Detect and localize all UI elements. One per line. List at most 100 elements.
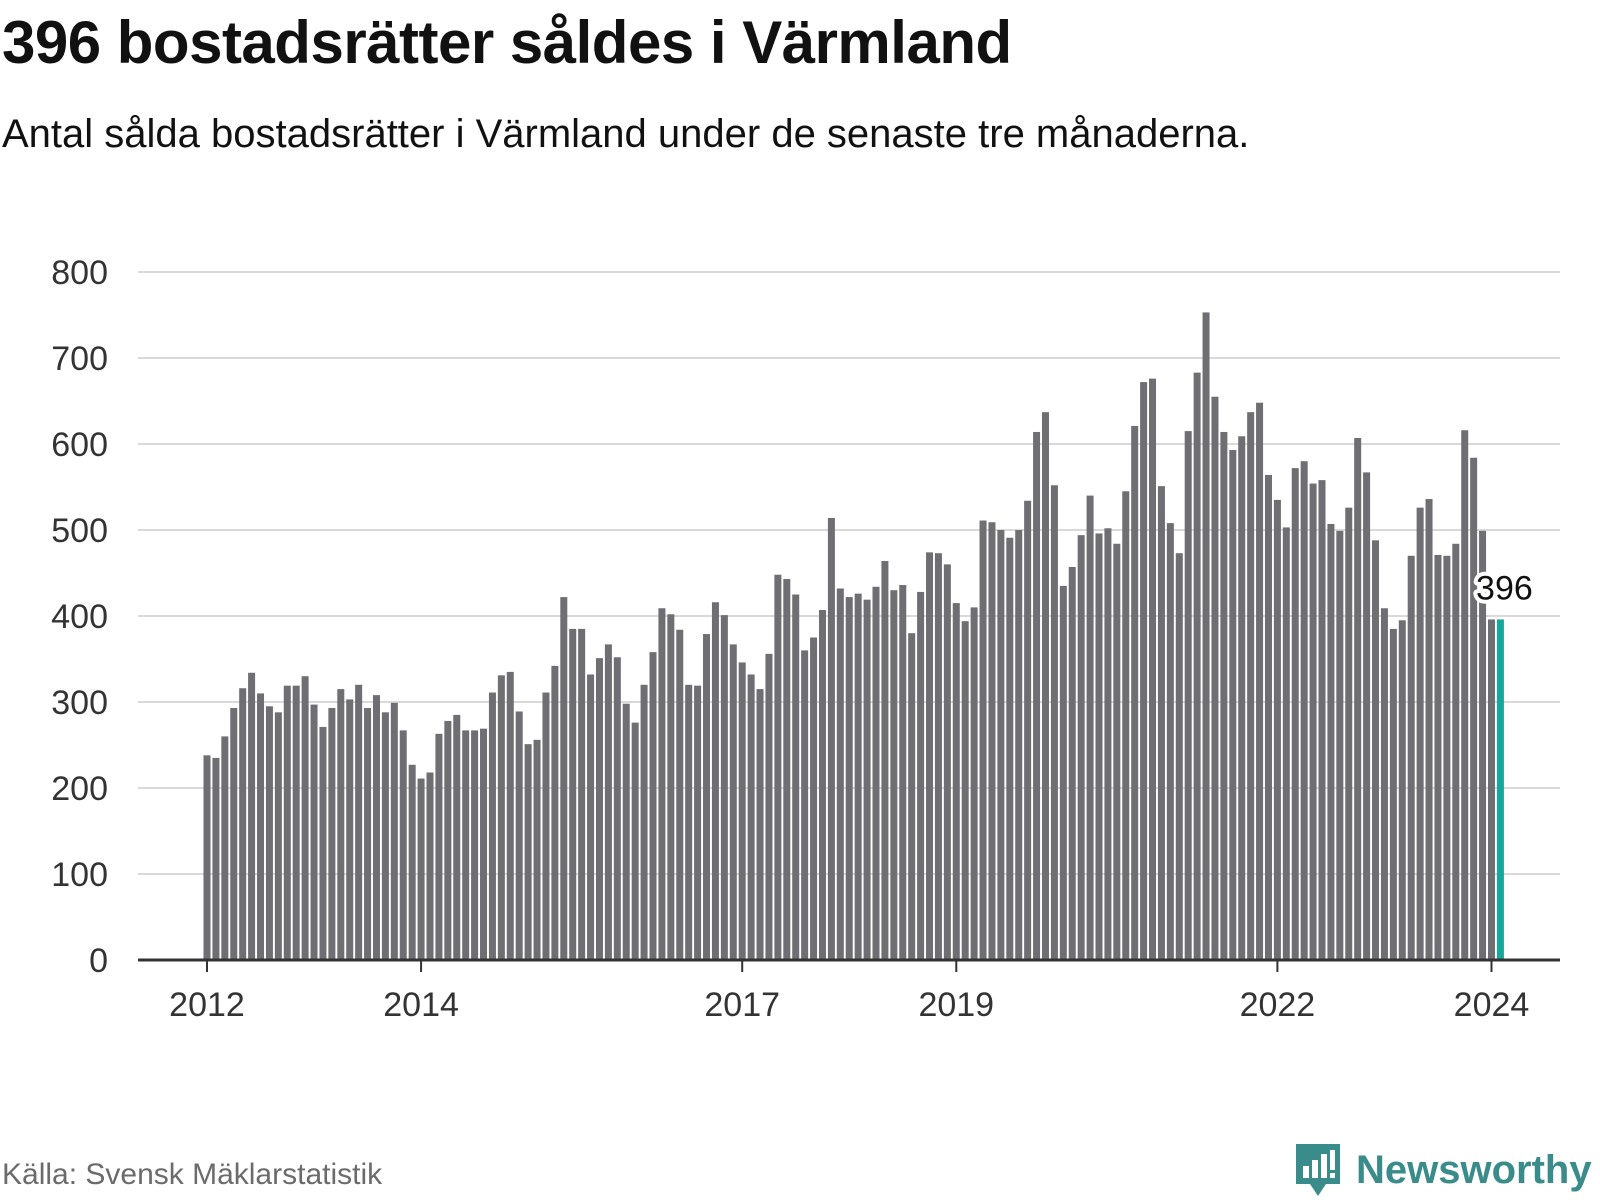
bar <box>274 712 282 960</box>
bar <box>792 594 800 960</box>
bar <box>649 652 657 960</box>
bar <box>319 726 327 960</box>
x-tick-label-2012: 2012 <box>169 986 245 1024</box>
bar <box>952 603 960 960</box>
bar <box>622 703 630 960</box>
bar <box>774 574 782 960</box>
bar <box>551 665 559 960</box>
bar <box>1113 543 1121 960</box>
bar <box>1425 499 1433 960</box>
bar <box>408 764 416 960</box>
bar <box>497 675 505 960</box>
bar <box>970 607 978 960</box>
bar <box>747 674 755 960</box>
bar <box>1398 620 1406 960</box>
bar <box>1033 431 1041 961</box>
bar <box>818 609 826 960</box>
bar <box>533 739 541 960</box>
bar <box>1131 425 1139 960</box>
bar <box>604 644 612 960</box>
bar <box>1024 500 1032 960</box>
bar <box>1256 402 1264 961</box>
bar <box>863 599 871 960</box>
y-tick-label-500: 500 <box>51 512 108 550</box>
y-axis-labels: 0 100 200 300 400 500 600 700 800 <box>51 254 108 980</box>
bar <box>694 685 702 960</box>
bar <box>212 757 220 960</box>
bar <box>1434 554 1442 960</box>
bar <box>346 699 354 960</box>
bar <box>1354 437 1362 961</box>
bar <box>1149 378 1157 960</box>
bar <box>1211 396 1219 960</box>
bar <box>462 730 470 960</box>
bar <box>997 530 1005 960</box>
x-axis: 2012 2014 2017 2019 2022 2024 <box>138 958 1560 1024</box>
bar <box>1264 474 1272 960</box>
bar <box>230 708 238 960</box>
bar <box>1443 555 1451 960</box>
bar <box>1202 312 1210 960</box>
chart-subtitle: Antal sålda bostadsrätter i Värmland und… <box>2 112 1250 156</box>
bar <box>1309 483 1317 960</box>
bar <box>1470 457 1478 960</box>
bar <box>827 517 835 960</box>
newsworthy-logo-icon <box>1296 1144 1340 1196</box>
bar <box>381 712 389 960</box>
bar <box>1327 523 1335 960</box>
bar <box>257 693 265 960</box>
bar <box>1175 553 1183 960</box>
bar <box>881 560 889 960</box>
bar <box>711 602 719 960</box>
bar <box>943 564 951 960</box>
bar <box>613 657 621 960</box>
bar <box>1122 491 1130 960</box>
bar <box>283 685 291 960</box>
bar <box>587 674 595 960</box>
bar <box>658 608 666 960</box>
bar <box>488 692 496 960</box>
bar <box>1282 527 1290 960</box>
bar <box>934 553 942 960</box>
bar <box>1479 530 1487 960</box>
bar <box>926 552 934 960</box>
bar <box>203 755 211 960</box>
bar <box>578 628 586 960</box>
bar <box>1372 540 1380 960</box>
bar <box>1247 412 1255 960</box>
bar <box>1077 535 1085 960</box>
source-note: Källa: Svensk Mäklarstatistik <box>2 1158 383 1191</box>
chart-title: 396 bostadsrätter såldes i Värmland <box>2 9 1012 76</box>
bar <box>756 689 764 960</box>
bar <box>979 520 987 960</box>
bar <box>310 704 318 960</box>
bar <box>1095 533 1103 960</box>
bar <box>640 684 648 960</box>
bar <box>248 672 256 960</box>
bar <box>1050 485 1058 960</box>
x-tick-label-2017: 2017 <box>704 986 780 1024</box>
bar <box>1184 431 1192 961</box>
bar <box>1291 468 1299 960</box>
brand-logo[interactable]: Newsworthy <box>1292 1140 1592 1200</box>
bar <box>239 688 247 960</box>
bar <box>1345 507 1353 960</box>
bar <box>1157 486 1165 960</box>
bar <box>854 593 862 960</box>
bar <box>1273 499 1281 960</box>
bar <box>1318 480 1326 960</box>
bar <box>765 653 773 960</box>
bar <box>372 695 380 960</box>
bar <box>524 744 532 960</box>
bar <box>364 708 372 960</box>
y-tick-label-300: 300 <box>51 684 108 722</box>
bar <box>1416 507 1424 960</box>
bar <box>703 634 711 960</box>
bar <box>836 588 844 960</box>
bar <box>569 628 577 960</box>
bar <box>1166 523 1174 960</box>
bar <box>337 689 345 960</box>
bar <box>1300 461 1308 960</box>
bar <box>1407 555 1415 960</box>
